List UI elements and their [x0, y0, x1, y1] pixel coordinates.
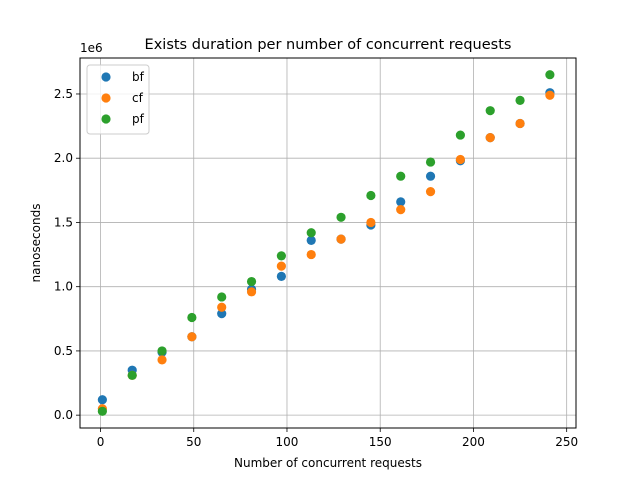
- x-axis-ticks: 0 50 100 150 200 250: [97, 428, 578, 449]
- data-point-cf: [157, 355, 167, 365]
- data-point-pf: [545, 70, 555, 80]
- legend-label: pf: [132, 112, 145, 126]
- legend-entry-cf: cf: [101, 91, 144, 105]
- legend-entry-pf: pf: [101, 112, 145, 126]
- data-points: [97, 70, 555, 416]
- data-point-pf: [276, 251, 286, 261]
- data-point-pf: [396, 171, 406, 181]
- chart-title: Exists duration per number of concurrent…: [145, 37, 512, 53]
- data-point-cf: [515, 118, 525, 129]
- y-tick-label: 1.0: [54, 280, 73, 294]
- y-axis-ticks: 0.0 0.5 1.0 1.5 2.0 2.5: [54, 87, 80, 422]
- data-point-pf: [455, 130, 465, 140]
- data-point-pf: [485, 106, 495, 116]
- legend-entry-bf: bf: [101, 70, 145, 84]
- y-tick-label: 1.5: [54, 215, 73, 229]
- data-point-pf: [217, 292, 227, 302]
- data-point-cf: [425, 187, 436, 197]
- data-point-bf: [97, 395, 107, 405]
- data-point-cf: [455, 154, 465, 165]
- x-tick-label: 250: [555, 435, 578, 449]
- y-tick-label: 0.0: [54, 408, 73, 422]
- data-point-pf: [97, 406, 107, 416]
- data-point-cf: [306, 249, 316, 260]
- x-tick-label: 200: [462, 435, 485, 449]
- data-point-pf: [366, 190, 376, 201]
- data-point-pf: [306, 228, 316, 238]
- x-tick-label: 0: [97, 435, 105, 449]
- y-tick-label: 0.5: [54, 344, 73, 358]
- data-point-cf: [545, 90, 555, 100]
- x-tick-label: 100: [276, 435, 299, 449]
- series-pf: [97, 70, 555, 416]
- legend-label: cf: [132, 91, 144, 105]
- data-point-cf: [187, 332, 197, 342]
- legend-marker: [101, 93, 111, 103]
- data-point-cf: [485, 133, 495, 143]
- data-point-pf: [157, 346, 167, 356]
- data-point-bf: [396, 197, 406, 207]
- data-point-pf: [187, 312, 197, 323]
- y-tick-label: 2.5: [54, 87, 73, 101]
- data-point-pf: [515, 95, 525, 105]
- data-point-pf: [425, 157, 436, 167]
- x-tick-label: 50: [186, 435, 201, 449]
- data-point-cf: [366, 217, 376, 228]
- data-point-cf: [336, 234, 346, 244]
- data-point-cf: [246, 287, 257, 297]
- plot-area-background: [80, 58, 576, 428]
- data-point-pf: [336, 212, 346, 222]
- y-axis-offset-label: 1e6: [80, 41, 103, 55]
- data-point-bf: [306, 235, 316, 246]
- data-point-pf: [246, 276, 257, 287]
- data-point-cf: [276, 261, 286, 271]
- legend-marker: [101, 114, 111, 124]
- data-point-bf: [425, 171, 436, 181]
- data-point-bf: [276, 271, 286, 282]
- legend: bf cf pf: [86, 64, 150, 135]
- data-point-bf: [217, 309, 227, 319]
- plot-frame: [79, 57, 577, 429]
- y-tick-label: 2.0: [54, 151, 73, 165]
- x-axis-label: Number of concurrent requests: [234, 456, 422, 470]
- x-tick-label: 150: [369, 435, 392, 449]
- data-point-cf: [396, 204, 406, 215]
- legend-label: bf: [132, 70, 145, 84]
- y-axis-label: nanoseconds: [29, 204, 43, 283]
- data-point-pf: [127, 370, 137, 380]
- legend-marker: [101, 72, 111, 82]
- data-point-cf: [217, 302, 227, 312]
